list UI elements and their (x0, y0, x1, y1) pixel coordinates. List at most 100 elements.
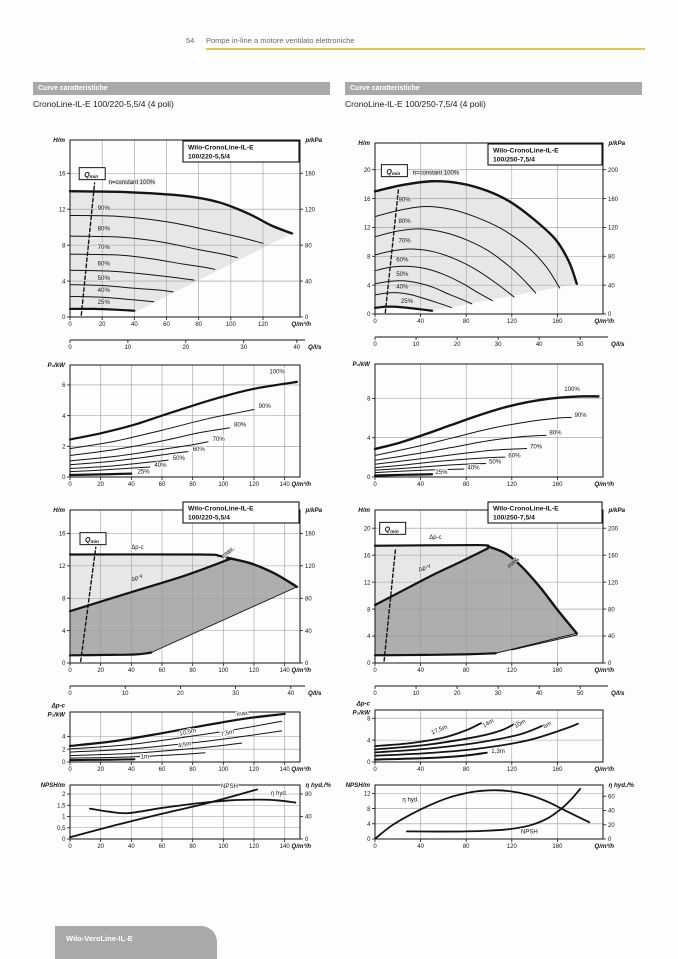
y-axis-title: H/m (358, 140, 370, 147)
curve (69, 253, 216, 270)
curve (511, 634, 578, 651)
curve (69, 451, 189, 466)
series-label: 40% (154, 462, 167, 469)
x-axis-title: Q/m³/h (594, 843, 614, 850)
curve (373, 180, 578, 285)
y2-tick-label: 0 (305, 661, 309, 667)
y-axis-title: H/m (358, 507, 370, 514)
x-tick-label: 120 (507, 668, 518, 674)
x2-tick-label: 20 (454, 691, 461, 697)
y-tick-label: 8 (367, 807, 371, 813)
y-tick-label: 0 (62, 315, 66, 321)
y2-tick-label: 80 (305, 792, 312, 798)
y-axis-title: P₂/kW (353, 361, 372, 368)
y-tick-label: 8 (367, 607, 371, 613)
series-label: 100% (564, 386, 580, 393)
chart-annotation: Δp-v (130, 573, 144, 583)
qmin-label: Qmin (79, 532, 107, 546)
footer-tab: Wilo-VeroLine-IL-E (55, 926, 217, 959)
series-label: 60% (98, 260, 111, 267)
y2-tick-label: 80 (608, 607, 615, 613)
y-tick-label: 0 (62, 837, 66, 843)
x2-tick-label: 0 (68, 691, 72, 697)
curve (374, 448, 528, 465)
y-tick-label: 4 (62, 279, 66, 285)
y-tick-label: 1 (62, 815, 66, 821)
y-tick-label: 8 (367, 716, 371, 722)
curve (406, 787, 582, 833)
product-title-left: CronoLine-IL-E 100/220-5,5/4 (4 poli) (33, 99, 174, 109)
y2-tick-label: 120 (305, 564, 316, 570)
x2-tick-label: 10 (122, 691, 129, 697)
series-label: NPSH (221, 783, 238, 790)
y-tick-label: 4 (367, 738, 371, 744)
x-tick-label: 120 (507, 844, 518, 850)
curve (69, 295, 155, 303)
x-tick-label: 20 (97, 668, 104, 674)
x-tick-label: 100 (218, 482, 229, 488)
x-tick-label: 0 (68, 767, 72, 773)
operating-region (70, 191, 292, 313)
curve (150, 586, 298, 653)
x-tick-label: 80 (189, 668, 196, 674)
y2-tick-label: 40 (608, 809, 615, 815)
curve (68, 557, 233, 613)
x2-tick-label: 50 (577, 342, 584, 348)
curve (69, 720, 283, 750)
x-tick-label: 40 (417, 482, 424, 488)
x2-axis-title: Q/l/s (308, 690, 322, 697)
series-label: 1,3m (491, 748, 505, 755)
x-tick-label: 20 (99, 322, 106, 328)
curve (486, 545, 578, 635)
x2-tick-label: 10 (413, 691, 420, 697)
x-tick-label: 120 (249, 844, 260, 850)
x2-tick-label: 10 (413, 342, 420, 348)
x-tick-label: 0 (68, 322, 72, 328)
curve (495, 632, 578, 654)
series-label: η hyd. (402, 797, 419, 804)
x-tick-label: 120 (507, 482, 518, 488)
x-tick-label: 20 (97, 767, 104, 773)
curve (374, 434, 547, 461)
curve (69, 235, 238, 259)
y-tick-label: 8 (367, 254, 371, 260)
y-axis-title: NPSH/m (41, 782, 66, 789)
y-tick-label: 16 (364, 553, 371, 559)
curve (374, 265, 493, 302)
y-tick-label: 12 (364, 792, 371, 798)
svg-text:Qmin: Qmin (385, 527, 399, 535)
y-tick-label: 12 (364, 580, 371, 586)
x-tick-label: 80 (463, 482, 470, 488)
y2-tick-label: 0 (305, 837, 309, 843)
x-tick-label: 140 (280, 482, 291, 488)
x2-axis-title: Q/l/s (611, 341, 625, 348)
y2-axis-title: η hyd./% (609, 782, 635, 789)
series-label: 80% (399, 218, 412, 225)
y-tick-label: 0 (367, 475, 371, 481)
y2-tick-label: 40 (608, 283, 615, 289)
curve (89, 798, 297, 815)
svg-text:Qmin: Qmin (386, 169, 400, 177)
x-tick-label: 160 (552, 482, 563, 488)
curve (69, 466, 151, 473)
curve (80, 182, 96, 316)
y2-tick-label: 80 (305, 243, 312, 249)
x-tick-label: 0 (68, 844, 72, 850)
x2-tick-label: 0 (373, 342, 377, 348)
x2-tick-label: 30 (232, 691, 239, 697)
x-tick-label: 60 (163, 322, 170, 328)
operating-region (70, 554, 231, 612)
y-tick-label: 12 (364, 226, 371, 232)
y-tick-label: 12 (59, 207, 66, 213)
y2-tick-label: 120 (608, 226, 619, 232)
curve (374, 205, 561, 289)
y-tick-label: 0 (62, 661, 66, 667)
curve (69, 408, 255, 450)
y2-tick-label: 60 (608, 794, 615, 800)
y-axis-title: H/m (53, 137, 65, 144)
